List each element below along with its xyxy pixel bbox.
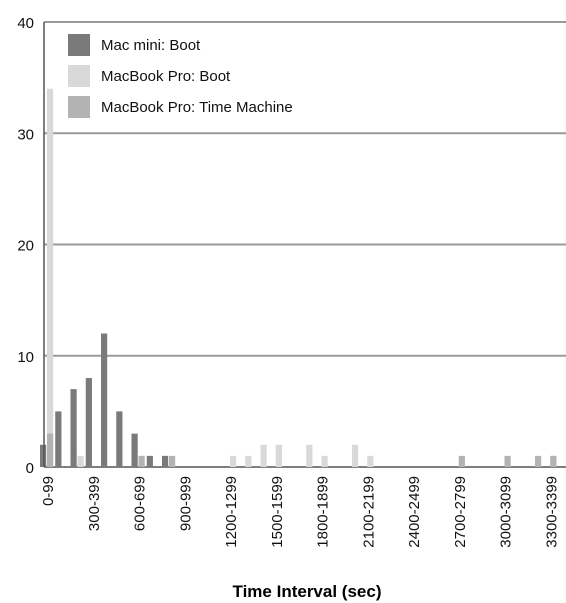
bar-2-200-299 [77,455,84,467]
bar-1-500-599 [116,411,123,467]
bar-2-1700-1799 [306,444,313,467]
x-axis-title: Time Interval (sec) [233,582,382,601]
bar-3-600-699 [138,455,145,467]
bar-2-1500-1599 [275,444,282,467]
x-tick-label-group: 1800-1899 [315,476,332,548]
y-tick-label: 30 [17,126,34,143]
bar-2-1200-1299 [230,455,237,467]
bar-3-3000-3099 [504,455,511,467]
x-tick-label: 3300-3399 [543,476,560,548]
bar-2-1300-1399 [245,455,252,467]
bar-2-1800-1899 [321,455,328,467]
x-tick-label: 1800-1899 [315,476,332,548]
legend-swatch-1 [68,34,90,56]
x-tick-label-group: 3000-3099 [498,476,515,548]
bar-3-2700-2799 [458,455,465,467]
x-tick-label: 3000-3099 [498,476,515,548]
x-tick-label: 600-699 [132,476,149,531]
bar-1-0-99 [40,444,47,467]
y-tick-label: 20 [17,238,34,255]
bar-1-800-899 [162,455,169,467]
bar-1-600-699 [131,433,138,467]
x-tick-label-group: 1200-1299 [223,476,240,548]
bars [40,88,557,467]
legend-label-2: MacBook Pro: Boot [101,68,231,85]
legend-swatch-3 [68,96,90,118]
x-tick-label: 0-99 [40,476,57,506]
x-tick-label: 900-999 [177,476,194,531]
bar-3-800-899 [169,455,176,467]
x-axis-tick-labels: 0-99 300-399 600-699 900-999 1200-1299 1500-1… [40,476,560,548]
bar-2-2100-2199 [367,455,374,467]
legend-label-1: Mac mini: Boot [101,37,201,54]
legend: Mac mini: Boot MacBook Pro: Boot MacBook P… [68,34,293,118]
x-tick-label-group: 2100-2199 [360,476,377,548]
x-tick-label-group: 600-699 [132,476,149,531]
x-tick-label-group: 900-999 [177,476,194,531]
bar-3-0-99 [47,433,54,467]
x-tick-label-group: 1500-1599 [269,476,286,548]
bar-2-0-99 [47,88,54,467]
legend-label-3: MacBook Pro: Time Machine [101,99,293,116]
x-tick-label: 2700-2799 [452,476,469,548]
bar-3-3200-3299 [535,455,542,467]
x-tick-label: 300-399 [86,476,103,531]
bar-1-400-499 [101,333,108,467]
x-tick-label-group: 3300-3399 [543,476,560,548]
bar-3-3300-3399 [550,455,557,467]
x-tick-label-group: 300-399 [86,476,103,531]
x-tick-label: 2400-2499 [406,476,423,548]
y-tick-label: 40 [17,15,34,32]
x-tick-label: 2100-2199 [360,476,377,548]
x-tick-label-group: 2400-2499 [406,476,423,548]
bar-1-700-799 [146,455,153,467]
bar-1-100-199 [55,411,62,467]
legend-swatch-2 [68,65,90,87]
x-tick-label-group: 2700-2799 [452,476,469,548]
x-tick-label-group: 0-99 [40,476,57,506]
x-tick-label: 1500-1599 [269,476,286,548]
bar-1-200-299 [70,389,77,467]
bar-2-2000-2099 [352,444,359,467]
y-axis-tick-labels: 0 10 20 30 40 [17,15,34,477]
bar-1-300-399 [85,378,92,467]
y-tick-label: 10 [17,349,34,366]
x-tick-label: 1200-1299 [223,476,240,548]
gridlines [44,21,566,468]
bar-2-1400-1499 [260,444,267,467]
y-tick-label: 0 [26,460,34,477]
